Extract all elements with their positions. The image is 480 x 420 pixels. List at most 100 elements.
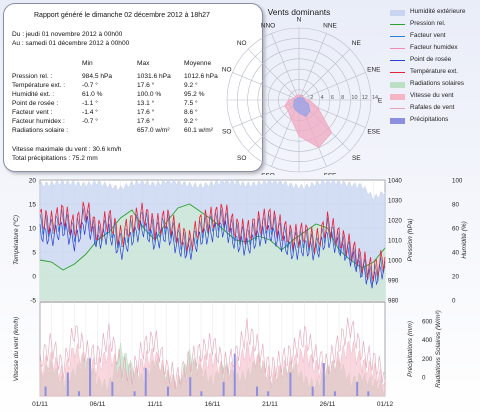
rose-spoke xyxy=(271,33,300,101)
rose-direction-label: SE xyxy=(352,155,361,162)
precip-bar xyxy=(333,391,336,396)
rose-direction-label: NE xyxy=(352,40,362,47)
rose-direction-label: SO xyxy=(237,155,246,162)
cell-min: -1.4 ° xyxy=(82,109,98,116)
precip-bar xyxy=(322,363,325,396)
y-tick-label: 20 xyxy=(29,178,37,185)
y-tick-label: 10 xyxy=(29,226,37,233)
y3-tick-label: 60 xyxy=(452,226,459,233)
precip-bar xyxy=(144,367,147,396)
legend-item: Facteur vent xyxy=(390,31,478,43)
cell-max: 1031.6 hPa xyxy=(137,73,171,80)
precip-bar xyxy=(189,377,192,396)
legend-swatch xyxy=(390,94,405,100)
x-tick-label: 01/11 xyxy=(32,401,48,408)
rose-direction-label: E xyxy=(378,98,383,105)
rose-title: Vents dominants xyxy=(268,7,331,17)
cell-max: 657.0 w/m² xyxy=(137,127,170,134)
rose-direction-label: SSO xyxy=(261,172,275,175)
legend-item: Précipitations xyxy=(390,115,478,127)
report-panel: Rapport généré le dimanche 02 décembre 2… xyxy=(3,3,263,172)
cell-moyenne: 8.6 ° xyxy=(184,109,198,116)
legend-label: Facteur vent xyxy=(410,32,446,39)
y3-tick-label: 80 xyxy=(452,202,459,209)
precip-bar xyxy=(111,381,114,396)
precip-bar xyxy=(267,391,270,396)
row-label: Pression rel. : xyxy=(12,73,53,80)
cell-moyenne: 95.2 % xyxy=(184,91,205,98)
row-label: Facteur vent : xyxy=(12,109,53,116)
precip-bar xyxy=(77,391,80,396)
cell-min: -0.7 ° xyxy=(82,82,98,89)
legend-item: Rafales de vent xyxy=(390,103,478,115)
legend-swatch xyxy=(390,48,405,49)
rose-direction-label: NO xyxy=(237,40,247,47)
y-axis-label-temperature: Température (°C) xyxy=(12,215,20,265)
legend-swatch xyxy=(390,118,405,124)
legend-item: Pression rel. xyxy=(390,19,478,31)
row-label: Facteur humidex : xyxy=(12,118,65,125)
cell-moyenne: 9.2 ° xyxy=(184,118,198,125)
y2-tick-label: 1010 xyxy=(388,238,402,245)
cell-moyenne: 1012.6 hPa xyxy=(184,73,218,80)
y-tick-label: -5 xyxy=(30,298,36,305)
rose-ring-label: 14 xyxy=(372,95,378,101)
legend-item: Humidité extérieure xyxy=(390,7,478,19)
precip-bar xyxy=(256,386,259,396)
y-axis-label-precipitations: Précipitations (mm) xyxy=(407,321,414,377)
precip-bar xyxy=(166,386,169,396)
y-axis-label-pression: Pression (hPa) xyxy=(407,219,414,262)
rose-ring-label: 10 xyxy=(351,95,357,101)
rose-spoke xyxy=(298,48,351,101)
rose-direction-label: ENE xyxy=(367,67,381,74)
report-title: Rapport généré le dimanche 02 décembre 2… xyxy=(34,12,210,19)
x-tick-label: 16/11 xyxy=(205,401,221,408)
rose-ring-label: 4 xyxy=(321,95,324,101)
cell-min: -1.1 ° xyxy=(82,100,98,107)
rose-spoke xyxy=(298,72,366,101)
y2-bottom-tick-label: 200 xyxy=(422,356,433,363)
y3-tick-label: 20 xyxy=(452,274,459,281)
precip-bar xyxy=(200,391,203,396)
rose-ring-label: 8 xyxy=(341,95,344,101)
legend-item: Température ext. xyxy=(390,67,478,79)
rose-ring-label: 12 xyxy=(362,95,368,101)
legend-label: Rafales de vent xyxy=(410,104,455,111)
y3-tick-label: 100 xyxy=(452,178,463,185)
wind-rose: Vents dominantsNNNENEENEEESESESSESSSOSOO… xyxy=(222,7,383,175)
legend-swatch xyxy=(390,72,405,73)
legend-swatch xyxy=(390,82,405,88)
x-tick-label: 21/11 xyxy=(262,401,278,408)
series-vent xyxy=(39,340,386,397)
y-axis-label-humidite: Humidité (%) xyxy=(461,221,468,259)
wind-max-text: Vitesse maximale du vent : 30.6 km/h xyxy=(12,146,122,153)
cell-max: 17.6 ° xyxy=(137,118,155,125)
x-tick-label: 26/11 xyxy=(320,401,336,408)
row-label: Radiations solaire : xyxy=(12,127,69,134)
cell-min: 984.5 hPa xyxy=(82,73,113,80)
cell-max: 100.0 % xyxy=(137,91,162,98)
rose-direction-label: N xyxy=(297,17,302,24)
legend-label: Radiations solaires xyxy=(410,80,464,87)
legend-label: Température ext. xyxy=(410,68,458,75)
y-axis-label-radiations: Radiations Solaires (W/m²) xyxy=(435,310,442,388)
rose-direction-label: NNO xyxy=(261,23,275,30)
rose-speed-area xyxy=(293,96,311,118)
legend-item: Point de rosée xyxy=(390,55,478,67)
series-rafales xyxy=(39,317,386,389)
cell-min: -0.7 ° xyxy=(82,118,98,125)
legend-swatch xyxy=(390,108,405,109)
chart-legend: Humidité extérieure Pression rel. Facteur … xyxy=(390,7,478,159)
precip-bar xyxy=(289,372,292,396)
precip-bar xyxy=(66,372,69,396)
rose-direction-label: SSE xyxy=(323,172,337,175)
rose-frequency-area xyxy=(284,94,333,149)
rose-spoke xyxy=(298,33,327,101)
y2-bottom-tick-label: 400 xyxy=(422,337,433,344)
legend-item: Vitesse du vent xyxy=(390,91,478,103)
y2-tick-label: 1030 xyxy=(388,198,402,205)
charts-area: 20 15 10 5 0 -5 1040 1030 1020 1010 1000 990 980 100 8… xyxy=(12,178,468,409)
cell-max: 17.6 ° xyxy=(137,109,155,116)
y-tick-label: 0 xyxy=(32,274,36,281)
